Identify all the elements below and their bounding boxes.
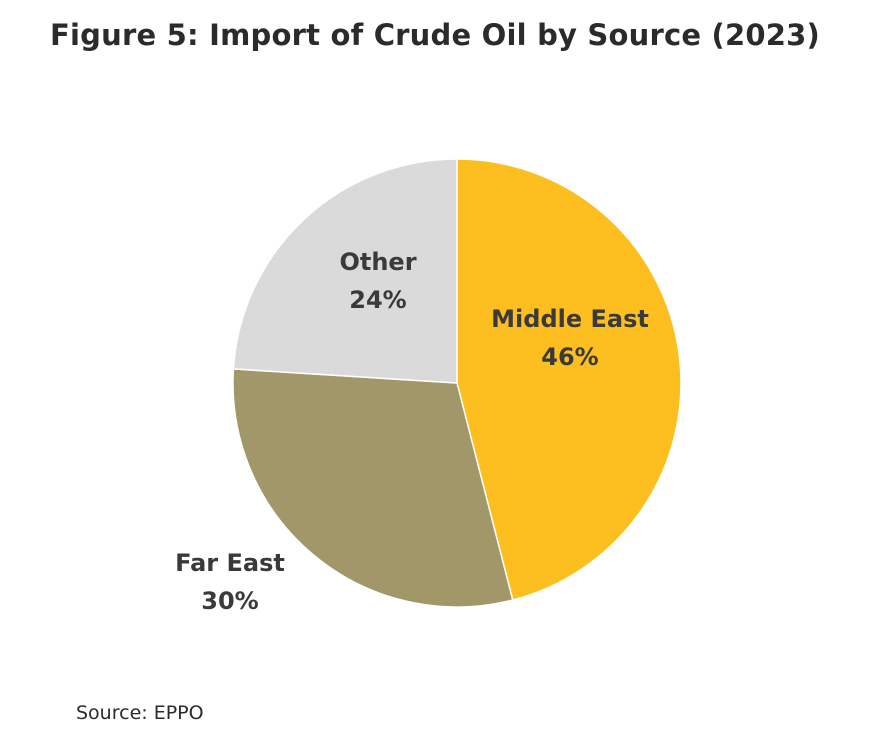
- slice-value-middle-east: 46%: [541, 343, 598, 371]
- slice-label-far-east: Far East: [175, 549, 285, 577]
- slice-value-far-east: 30%: [201, 587, 258, 615]
- pie-slice-other: [232, 158, 458, 384]
- pie-slices: [232, 158, 682, 608]
- source-note: Source: EPPO: [76, 702, 204, 724]
- slice-label-middle-east: Middle East: [491, 305, 649, 333]
- slice-labels: Middle East 46% Far East 30% Other 24%: [175, 248, 649, 615]
- pie-slice-middle-east: [456, 158, 682, 601]
- slice-value-other: 24%: [349, 286, 406, 314]
- slice-label-other: Other: [339, 248, 416, 276]
- chart-title: Figure 5: Import of Crude Oil by Source …: [50, 18, 820, 52]
- pie-slice-far-east: [232, 368, 514, 608]
